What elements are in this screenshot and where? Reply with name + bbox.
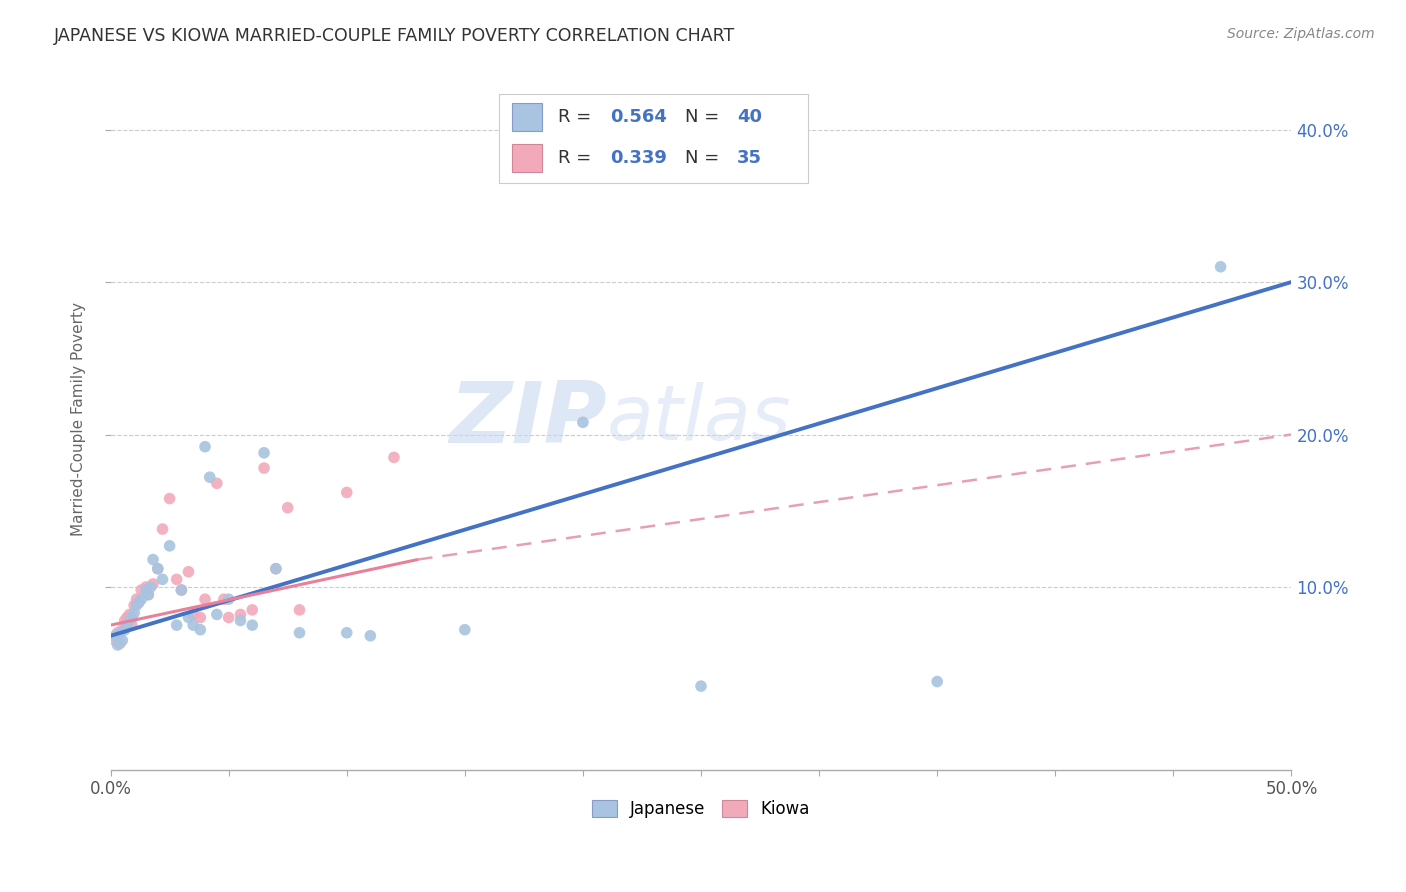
Text: ZIP: ZIP xyxy=(449,377,606,461)
Point xyxy=(104,629,127,643)
Text: N =: N = xyxy=(685,108,724,126)
Text: 0.339: 0.339 xyxy=(610,149,668,167)
Point xyxy=(159,539,181,553)
Legend: Japanese, Kiowa: Japanese, Kiowa xyxy=(585,793,817,825)
Text: atlas: atlas xyxy=(606,383,792,457)
Bar xyxy=(512,144,543,172)
Point xyxy=(336,625,359,640)
Point xyxy=(128,595,150,609)
Point xyxy=(218,610,240,624)
Point xyxy=(359,629,381,643)
Point xyxy=(177,565,200,579)
Point xyxy=(194,440,217,454)
Point xyxy=(198,470,221,484)
Point xyxy=(152,573,174,587)
Point xyxy=(138,588,160,602)
Bar xyxy=(512,103,543,131)
Point xyxy=(336,485,359,500)
Text: R =: R = xyxy=(558,149,598,167)
Text: R =: R = xyxy=(558,108,598,126)
Text: 40: 40 xyxy=(737,108,762,126)
Point xyxy=(454,623,477,637)
Text: N =: N = xyxy=(685,149,724,167)
Point xyxy=(142,552,165,566)
Point xyxy=(218,592,240,607)
Point xyxy=(122,599,145,613)
Point xyxy=(212,592,235,607)
Point xyxy=(108,636,131,650)
Point xyxy=(111,633,134,648)
Point xyxy=(135,580,157,594)
Point xyxy=(194,592,217,607)
Point xyxy=(128,595,150,609)
Point xyxy=(107,638,129,652)
Text: 35: 35 xyxy=(737,149,762,167)
Point xyxy=(927,674,949,689)
Point xyxy=(181,607,204,622)
Point xyxy=(181,618,204,632)
Point xyxy=(114,623,136,637)
Point xyxy=(146,562,169,576)
Point xyxy=(188,610,211,624)
Point xyxy=(152,522,174,536)
Point xyxy=(107,625,129,640)
Point xyxy=(135,582,157,597)
Point xyxy=(129,582,152,597)
Point xyxy=(159,491,181,506)
Point xyxy=(121,610,143,624)
Point xyxy=(114,614,136,628)
Point xyxy=(229,607,252,622)
Point xyxy=(240,603,263,617)
Point xyxy=(170,582,193,597)
Point xyxy=(288,603,311,617)
Point xyxy=(125,599,148,613)
Point xyxy=(138,588,160,602)
Point xyxy=(690,679,713,693)
Point xyxy=(129,592,152,607)
Point xyxy=(229,614,252,628)
Point xyxy=(125,592,148,607)
Point xyxy=(115,610,138,624)
Point xyxy=(572,415,595,429)
Point xyxy=(170,582,193,597)
Point xyxy=(188,623,211,637)
Point xyxy=(264,562,287,576)
Point xyxy=(122,606,145,620)
Point xyxy=(108,625,131,640)
Point xyxy=(382,450,405,465)
Text: Source: ZipAtlas.com: Source: ZipAtlas.com xyxy=(1227,27,1375,41)
Y-axis label: Married-Couple Family Poverty: Married-Couple Family Poverty xyxy=(72,302,86,536)
Text: 0.564: 0.564 xyxy=(610,108,668,126)
Point xyxy=(118,614,141,628)
Point xyxy=(111,623,134,637)
Point xyxy=(253,461,276,475)
Point xyxy=(1209,260,1232,274)
Point xyxy=(264,562,287,576)
Point xyxy=(205,607,228,622)
Point xyxy=(115,618,138,632)
Point xyxy=(139,580,162,594)
Point xyxy=(240,618,263,632)
Point xyxy=(277,500,299,515)
Text: JAPANESE VS KIOWA MARRIED-COUPLE FAMILY POVERTY CORRELATION CHART: JAPANESE VS KIOWA MARRIED-COUPLE FAMILY … xyxy=(53,27,735,45)
Point xyxy=(205,476,228,491)
Point xyxy=(121,618,143,632)
Point xyxy=(104,633,127,648)
Point xyxy=(288,625,311,640)
Point xyxy=(142,577,165,591)
Point xyxy=(146,562,169,576)
Point xyxy=(177,610,200,624)
Point xyxy=(166,618,188,632)
Point xyxy=(253,446,276,460)
Point xyxy=(166,573,188,587)
Point xyxy=(118,607,141,622)
